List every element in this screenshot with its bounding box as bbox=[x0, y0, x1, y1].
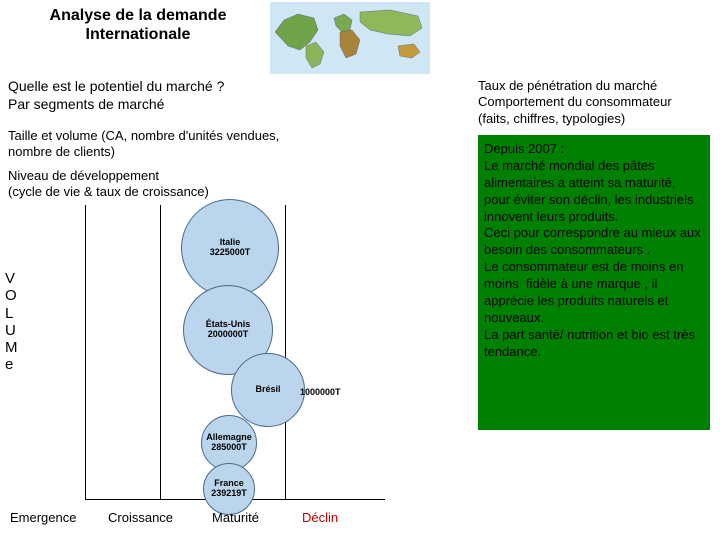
line2-l1: Niveau de développement bbox=[8, 168, 159, 183]
development-text: Niveau de développement (cycle de vie & … bbox=[8, 168, 209, 201]
title-line1: Analyse de la demande bbox=[50, 7, 227, 24]
slide-title: Analyse de la demande Internationale bbox=[28, 6, 248, 44]
world-map-graphic bbox=[270, 2, 430, 74]
green-text: Depuis 2007 : Le marché mondial des pâte… bbox=[484, 141, 704, 361]
volume-axis-label: V O L U M e bbox=[5, 270, 21, 374]
xlabel-croissance: Croissance bbox=[108, 510, 173, 525]
line1-l1: Taille et volume (CA, nombre d'unités ve… bbox=[8, 128, 279, 143]
phase-divider-1 bbox=[160, 205, 161, 500]
subtitle-l1: Quelle est le potentiel du marché ? bbox=[8, 78, 224, 94]
rt-l2: Comportement du consommateur bbox=[478, 94, 672, 109]
line1-l2: nombre de clients) bbox=[8, 144, 115, 159]
bubble-name: Brésil bbox=[255, 385, 280, 395]
xlabel-maturite: Maturité bbox=[212, 510, 259, 525]
rt-l1: Taux de pénétration du marché bbox=[478, 78, 657, 93]
phase-divider-2 bbox=[285, 205, 286, 500]
title-line2: Internationale bbox=[86, 26, 191, 43]
bubble-italie: Italie 3225000T bbox=[181, 199, 279, 297]
size-volume-text: Taille et volume (CA, nombre d'unités ve… bbox=[8, 128, 279, 161]
right-top-text: Taux de pénétration du marché Comporteme… bbox=[478, 78, 708, 127]
green-info-box: Depuis 2007 : Le marché mondial des pâte… bbox=[478, 135, 710, 430]
xlabel-emergence: Emergence bbox=[10, 510, 76, 525]
bubble-value: 3225000T bbox=[210, 248, 251, 258]
bubble-bresil: Brésil 1000000T bbox=[231, 353, 305, 427]
lifecycle-chart: Italie 3225000T États-Unis 2000000T Brés… bbox=[85, 205, 385, 500]
xlabel-declin: Déclin bbox=[302, 510, 338, 525]
bubble-value: 1000000T bbox=[300, 388, 341, 398]
y-axis bbox=[85, 205, 86, 500]
rt-l3: (faits, chiffres, typologies) bbox=[478, 111, 625, 126]
bubble-value: 2000000T bbox=[208, 330, 249, 340]
subtitle-block: Quelle est le potentiel du marché ? Par … bbox=[8, 78, 224, 113]
subtitle-l2: Par segments de marché bbox=[8, 96, 164, 112]
bubble-france: France 239219T bbox=[203, 463, 255, 515]
bubble-value: 285000T bbox=[211, 443, 247, 453]
bubble-value: 239219T bbox=[211, 489, 247, 499]
line2-l2: (cycle de vie & taux de croissance) bbox=[8, 184, 209, 199]
